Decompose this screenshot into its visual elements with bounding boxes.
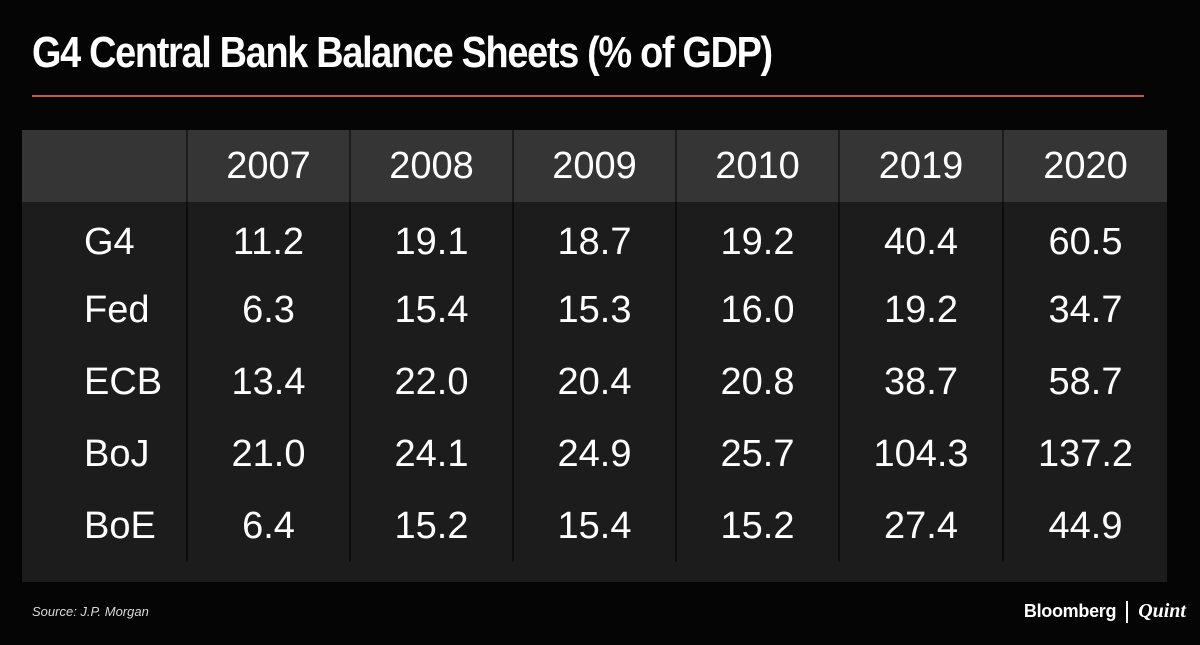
table-cell: 27.4 <box>838 490 1003 562</box>
row-label: BoJ <box>84 432 150 475</box>
table-cell: 15.2 <box>349 490 513 562</box>
table-cell: 22.0 <box>349 346 513 418</box>
table-cell: 38.7 <box>838 346 1003 418</box>
table-row: BoJ 21.0 24.1 24.9 25.7 104.3 137.2 <box>22 418 1167 490</box>
table-cell: 25.7 <box>675 418 839 490</box>
balance-sheet-table: 2007 2008 2009 2010 2019 2020 G4 11.2 19… <box>22 130 1167 562</box>
row-label: BoE <box>84 504 156 547</box>
table-cell: 104.3 <box>838 418 1003 490</box>
table-cell: 20.8 <box>675 346 839 418</box>
table-cell: 11.2 <box>186 202 350 274</box>
column-header: 2009 <box>512 130 676 202</box>
table-cell: 24.9 <box>512 418 676 490</box>
column-header: 2008 <box>349 130 513 202</box>
brand-primary: Bloomberg <box>1023 601 1117 621</box>
table-cell: 34.7 <box>1002 274 1167 346</box>
page-title: G4 Central Bank Balance Sheets (% of GDP… <box>32 28 773 77</box>
column-header: 2019 <box>838 130 1003 202</box>
row-label: G4 <box>84 220 135 263</box>
row-label: Fed <box>84 288 150 331</box>
column-header <box>22 130 187 202</box>
table-header-row: 2007 2008 2009 2010 2019 2020 <box>22 130 1167 202</box>
column-header: 2020 <box>1002 130 1167 202</box>
column-header: 2010 <box>675 130 839 202</box>
table-cell: 19.2 <box>838 274 1003 346</box>
table-cell: 15.4 <box>349 274 513 346</box>
table-cell: 21.0 <box>186 418 350 490</box>
source-note: Source: J.P. Morgan <box>32 604 149 619</box>
table-cell: 24.1 <box>349 418 513 490</box>
table-cell: 13.4 <box>186 346 350 418</box>
table-cell: 6.3 <box>186 274 350 346</box>
table-row: Fed 6.3 15.4 15.3 16.0 19.2 34.7 <box>22 274 1167 346</box>
row-label: ECB <box>84 360 163 403</box>
table-cell: 20.4 <box>512 346 676 418</box>
brand-logo: Bloomberg Quint <box>1024 600 1186 623</box>
table-row: BoE 6.4 15.2 15.4 15.2 27.4 44.9 <box>22 490 1167 562</box>
data-table-container: 2007 2008 2009 2010 2019 2020 G4 11.2 19… <box>22 130 1167 582</box>
table-cell: 15.4 <box>512 490 676 562</box>
table-cell: 60.5 <box>1002 202 1167 274</box>
table-cell: 19.1 <box>349 202 513 274</box>
table-cell: 44.9 <box>1002 490 1167 562</box>
table-row: G4 11.2 19.1 18.7 19.2 40.4 60.5 <box>22 202 1167 274</box>
table-cell: 19.2 <box>675 202 839 274</box>
table-cell: 15.2 <box>675 490 839 562</box>
brand-separator <box>1126 600 1129 623</box>
brand-secondary: Quint <box>1138 600 1186 622</box>
column-header: 2007 <box>186 130 350 202</box>
table-row: ECB 13.4 22.0 20.4 20.8 38.7 58.7 <box>22 346 1167 418</box>
table-cell: 58.7 <box>1002 346 1167 418</box>
table-cell: 18.7 <box>512 202 676 274</box>
title-divider <box>32 95 1144 97</box>
table-cell: 15.3 <box>512 274 676 346</box>
table-cell: 137.2 <box>1002 418 1167 490</box>
table-cell: 6.4 <box>186 490 350 562</box>
table-cell: 16.0 <box>675 274 839 346</box>
table-cell: 40.4 <box>838 202 1003 274</box>
